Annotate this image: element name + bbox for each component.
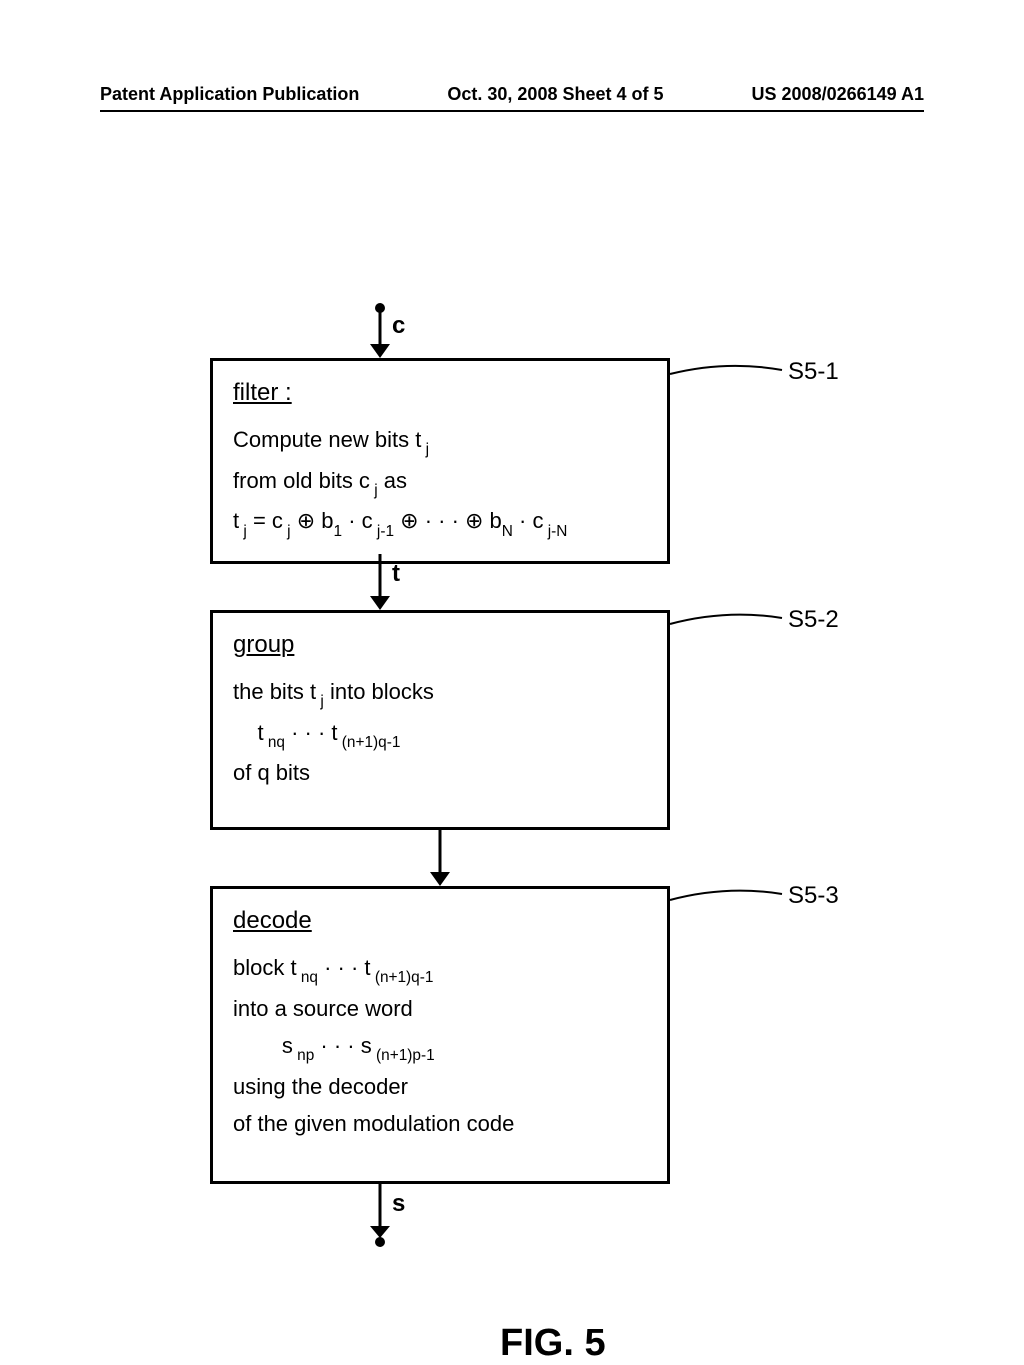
header-left: Patent Application Publication: [100, 84, 359, 105]
header-center: Oct. 30, 2008 Sheet 4 of 5: [447, 84, 663, 105]
arrow-label-s: s: [392, 1190, 405, 1218]
page-header: Patent Application Publication Oct. 30, …: [100, 84, 924, 105]
arrow: [0, 150, 1024, 1260]
figure-caption: FIG. 5: [500, 1322, 606, 1365]
header-right: US 2008/0266149 A1: [752, 84, 924, 105]
header-divider: [100, 110, 924, 112]
